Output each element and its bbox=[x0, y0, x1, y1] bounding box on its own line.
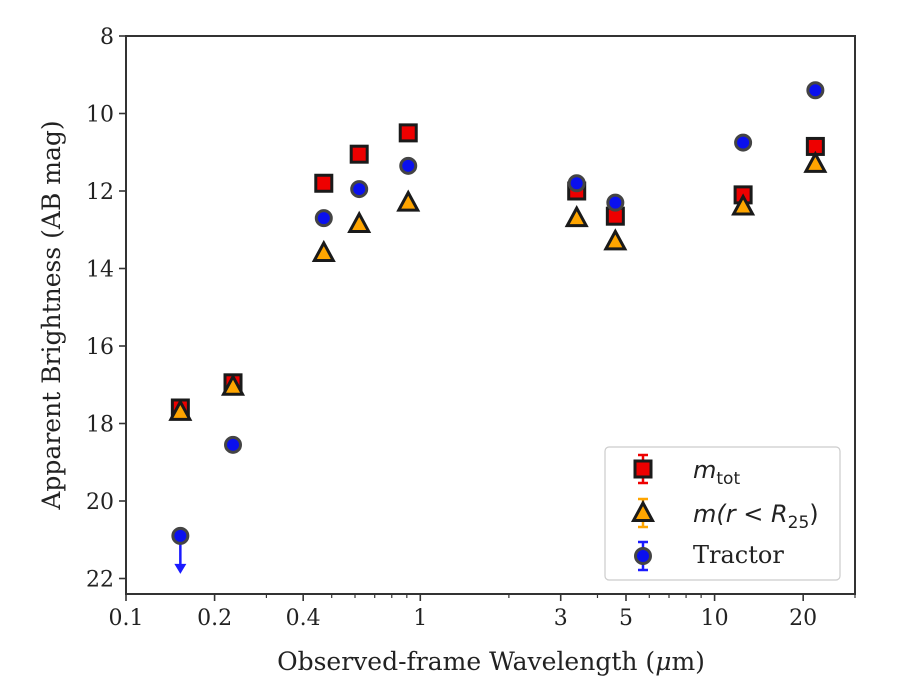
tractor-point-7 bbox=[734, 133, 753, 152]
mr25-point-2 bbox=[311, 239, 336, 262]
mr25-point-6 bbox=[603, 228, 628, 251]
y-tick-label-5: 18 bbox=[86, 413, 114, 438]
plot-marks bbox=[168, 81, 828, 574]
y-axis: 8 10 12 14 16 18 20 22 bbox=[86, 25, 126, 593]
plot-frame bbox=[125, 35, 856, 595]
legend-label-tractor: Tractor bbox=[693, 541, 784, 569]
mr25-point-7 bbox=[731, 193, 756, 216]
mr25-point-1 bbox=[220, 373, 246, 396]
x-tick-label-3: 1 bbox=[413, 606, 427, 631]
tractor-point-2 bbox=[314, 209, 333, 228]
y-tick-label-7: 22 bbox=[86, 568, 114, 593]
x-tick-label-6: 10 bbox=[701, 606, 729, 631]
tractor-point-3 bbox=[350, 180, 369, 199]
x-axis: 0.1 0.2 0.4 1 3 5 10 20 bbox=[109, 594, 856, 631]
tractor-point-5 bbox=[567, 174, 586, 193]
tractor-point-1 bbox=[224, 435, 243, 454]
tractor-point-0 bbox=[171, 526, 190, 545]
y-tick-label-0: 8 bbox=[100, 25, 114, 50]
legend-label-mtot: mtot bbox=[693, 456, 740, 489]
x-axis-label: Observed-frame Wavelength (μm) bbox=[277, 647, 705, 676]
x-tick-label-1: 0.2 bbox=[197, 606, 232, 631]
x-tick-label-5: 5 bbox=[619, 606, 633, 631]
tractor-point-6 bbox=[606, 193, 625, 212]
y-tick-label-1: 10 bbox=[86, 103, 114, 128]
mr25-point-8 bbox=[803, 150, 828, 173]
x-tick-label-2: 0.4 bbox=[286, 606, 321, 631]
x-tick-label-4: 3 bbox=[554, 606, 568, 631]
y-tick-label-4: 16 bbox=[86, 335, 114, 360]
mr25-point-3 bbox=[347, 210, 372, 233]
legend-label-mr25: m(r < R25) bbox=[693, 500, 819, 533]
mr25-point-5 bbox=[564, 204, 589, 228]
legend-marker-mtot bbox=[633, 459, 653, 479]
x-tick-label-7: 20 bbox=[789, 606, 817, 631]
upper-limit-arrow-head bbox=[174, 563, 187, 574]
y-tick-label-2: 12 bbox=[86, 180, 114, 205]
tractor-point-8 bbox=[806, 81, 825, 100]
mtot-point-2 bbox=[314, 173, 334, 193]
y-axis-label: Apparent Brightness (AB mag) bbox=[37, 120, 66, 510]
mtot-point-3 bbox=[349, 144, 369, 164]
y-tick-label-3: 14 bbox=[86, 258, 114, 283]
mtot-point-4 bbox=[398, 123, 418, 143]
mr25-point-4 bbox=[396, 189, 421, 212]
legend-box bbox=[604, 446, 841, 581]
tractor-point-4 bbox=[399, 156, 418, 175]
y-tick-label-6: 20 bbox=[86, 490, 114, 515]
legend: mtot m(r < R25) Tractor bbox=[604, 446, 841, 581]
mr25-point-0 bbox=[168, 398, 193, 421]
x-tick-label-0: 0.1 bbox=[109, 606, 144, 631]
legend-marker-mr25 bbox=[630, 499, 656, 522]
legend-marker-tractor bbox=[634, 547, 652, 565]
